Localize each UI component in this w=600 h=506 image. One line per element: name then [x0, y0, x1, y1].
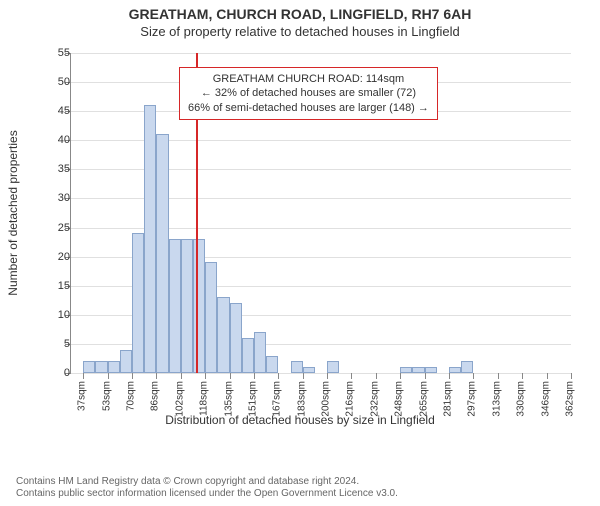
x-tick-label: 248sqm [394, 381, 405, 417]
x-tick [108, 373, 109, 379]
y-axis-title: Number of detached properties [6, 130, 20, 295]
page-title: GREATHAM, CHURCH ROAD, LINGFIELD, RH7 6A… [0, 6, 600, 22]
histogram-bar [400, 367, 412, 373]
y-tick-label: 25 [58, 222, 70, 234]
y-tick-label: 35 [58, 163, 70, 175]
x-tick-label: 313sqm [491, 381, 502, 417]
x-tick-label: 135sqm [223, 381, 234, 417]
x-tick-label: 362sqm [565, 381, 576, 417]
x-tick [254, 373, 255, 379]
x-tick-label: 167sqm [272, 381, 283, 417]
y-tick-label: 20 [58, 251, 70, 263]
histogram-bar [327, 361, 339, 373]
x-tick-label: 53sqm [101, 381, 112, 411]
x-tick-label: 183sqm [296, 381, 307, 417]
histogram-bar [449, 367, 461, 373]
info-box: GREATHAM CHURCH ROAD: 114sqm← 32% of det… [179, 67, 438, 120]
histogram-bar [132, 233, 144, 373]
footer-line-2: Contains public sector information licen… [16, 488, 398, 500]
x-tick-label: 200sqm [321, 381, 332, 417]
x-tick [132, 373, 133, 379]
histogram-bar [412, 367, 424, 373]
x-tick-label: 330sqm [516, 381, 527, 417]
x-tick [522, 373, 523, 379]
info-box-line: 66% of semi-detached houses are larger (… [188, 101, 429, 115]
x-tick [303, 373, 304, 379]
y-tick-label: 50 [58, 76, 70, 88]
y-tick-label: 15 [58, 280, 70, 292]
histogram-bar [83, 361, 95, 373]
histogram-bar [291, 361, 303, 373]
x-tick [205, 373, 206, 379]
x-tick [498, 373, 499, 379]
x-tick-label: 216sqm [345, 381, 356, 417]
x-tick [181, 373, 182, 379]
x-tick-label: 118sqm [199, 381, 210, 416]
x-tick [351, 373, 352, 379]
chart-container: Number of detached properties GREATHAM C… [20, 43, 580, 423]
x-tick-label: 86sqm [150, 381, 161, 411]
x-tick [473, 373, 474, 379]
info-box-line: ← 32% of detached houses are smaller (72… [188, 86, 429, 100]
histogram-bar [108, 361, 120, 373]
x-tick-label: 70sqm [125, 381, 136, 411]
y-tick-label: 30 [58, 192, 70, 204]
histogram-bar [230, 303, 242, 373]
plot-area: GREATHAM CHURCH ROAD: 114sqm← 32% of det… [70, 53, 571, 374]
histogram-bar [156, 134, 168, 373]
x-tick [547, 373, 548, 379]
x-tick [425, 373, 426, 379]
y-tick-label: 5 [64, 338, 70, 350]
x-tick [230, 373, 231, 379]
y-tick-label: 0 [64, 367, 70, 379]
histogram-bar [217, 297, 229, 373]
x-tick [156, 373, 157, 379]
histogram-bar [144, 105, 156, 373]
grid-line [71, 373, 571, 374]
histogram-bar [266, 356, 278, 373]
x-tick-label: 281sqm [443, 381, 454, 417]
x-tick [400, 373, 401, 379]
y-tick-label: 10 [58, 309, 70, 321]
x-tick-label: 37sqm [77, 381, 88, 411]
y-tick-label: 55 [58, 47, 70, 59]
footer-line-1: Contains HM Land Registry data © Crown c… [16, 476, 398, 488]
histogram-bar [120, 350, 132, 373]
histogram-bar [425, 367, 437, 373]
x-tick-label: 232sqm [369, 381, 380, 417]
y-tick-label: 40 [58, 134, 70, 146]
page-subtitle: Size of property relative to detached ho… [0, 24, 600, 39]
x-tick [449, 373, 450, 379]
y-tick-label: 45 [58, 105, 70, 117]
histogram-bar [242, 338, 254, 373]
x-tick-label: 102sqm [174, 381, 185, 417]
x-tick [327, 373, 328, 379]
x-tick-label: 297sqm [467, 381, 478, 417]
histogram-bar [254, 332, 266, 373]
histogram-bar [205, 262, 217, 373]
histogram-bar [461, 361, 473, 373]
histogram-bar [303, 367, 315, 373]
x-tick [83, 373, 84, 379]
histogram-bar [181, 239, 193, 373]
x-tick-label: 265sqm [418, 381, 429, 417]
histogram-bar [169, 239, 181, 373]
x-tick-label: 151sqm [247, 381, 258, 417]
x-tick [376, 373, 377, 379]
footer: Contains HM Land Registry data © Crown c… [16, 476, 398, 500]
x-tick [571, 373, 572, 379]
info-box-line: GREATHAM CHURCH ROAD: 114sqm [188, 72, 429, 86]
x-tick [278, 373, 279, 379]
histogram-bar [95, 361, 107, 373]
grid-line [71, 53, 571, 54]
x-tick-label: 346sqm [540, 381, 551, 417]
